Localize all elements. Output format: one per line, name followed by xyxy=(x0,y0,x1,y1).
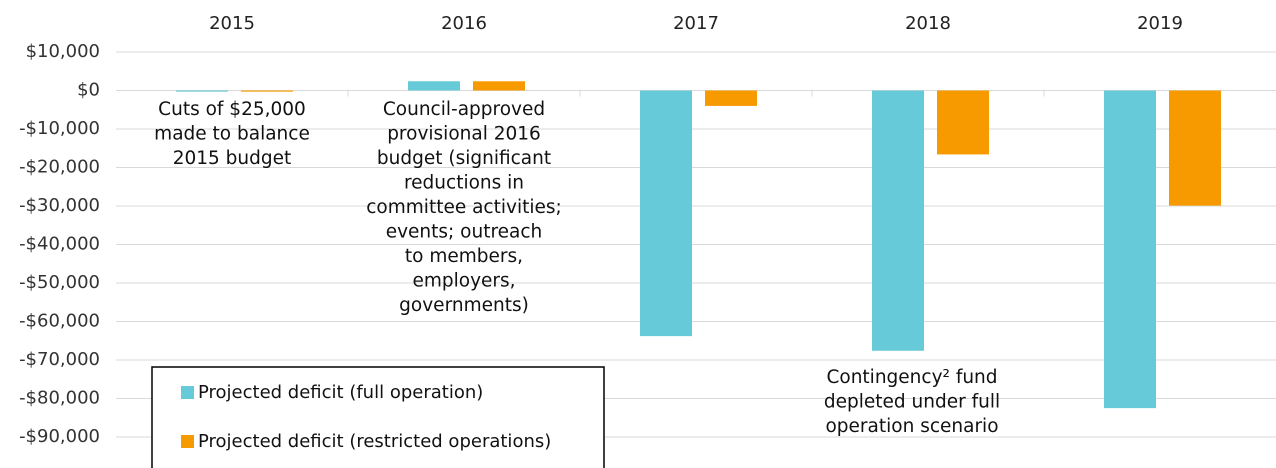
y-tick-label: -$10,000 xyxy=(19,118,100,139)
legend-swatch xyxy=(181,386,194,399)
x-tick-label: 2015 xyxy=(209,13,255,34)
annotation: events; outreach xyxy=(386,222,543,243)
annotation: Cuts of $25,000 xyxy=(158,99,306,120)
annotation: provisional 2016 xyxy=(387,124,541,145)
legend: Projected deficit (full operation) Projec… xyxy=(151,366,605,468)
bar xyxy=(408,81,460,91)
bar xyxy=(1104,90,1156,409)
annotation: Contingency² fund xyxy=(826,367,997,388)
legend-label: Projected deficit (restricted operations… xyxy=(198,431,551,452)
legend-swatch xyxy=(181,435,194,448)
y-tick-label: -$20,000 xyxy=(19,157,100,178)
y-tick-label: $10,000 xyxy=(26,41,100,62)
annotation: Council-approved xyxy=(383,99,545,120)
bar xyxy=(473,81,525,91)
x-tick-label: 2016 xyxy=(441,13,487,34)
x-tick-label: 2017 xyxy=(673,13,719,34)
annotation: made to balance xyxy=(154,124,310,145)
y-tick-label: -$80,000 xyxy=(19,388,100,409)
legend-box xyxy=(151,366,605,468)
bar xyxy=(705,90,757,106)
y-tick-label: -$70,000 xyxy=(19,349,100,370)
x-tick-label: 2018 xyxy=(905,13,951,34)
legend-label: Projected deficit (full operation) xyxy=(198,382,483,403)
bar xyxy=(872,90,924,351)
annotation: employers, xyxy=(412,271,515,292)
annotation: budget (significant xyxy=(377,148,551,169)
x-tick-label: 2019 xyxy=(1137,13,1183,34)
bar xyxy=(640,90,692,337)
y-tick-label: $0 xyxy=(77,80,100,101)
bar xyxy=(241,90,293,92)
y-tick-label: -$60,000 xyxy=(19,311,100,332)
annotation: 2015 budget xyxy=(173,148,292,169)
annotation: to members, xyxy=(405,246,523,267)
y-tick-label: -$30,000 xyxy=(19,195,100,216)
y-tick-label: -$50,000 xyxy=(19,272,100,293)
annotation: committee activities; xyxy=(366,197,561,218)
y-tick-label: -$40,000 xyxy=(19,234,100,255)
bar xyxy=(937,90,989,155)
annotation: operation scenario xyxy=(825,416,998,437)
annotation: reductions in xyxy=(404,173,524,194)
bar xyxy=(176,90,228,92)
annotation: governments) xyxy=(399,295,529,316)
y-tick-label: -$90,000 xyxy=(19,426,100,447)
bar xyxy=(1169,90,1221,206)
annotation: depleted under full xyxy=(824,392,1000,413)
